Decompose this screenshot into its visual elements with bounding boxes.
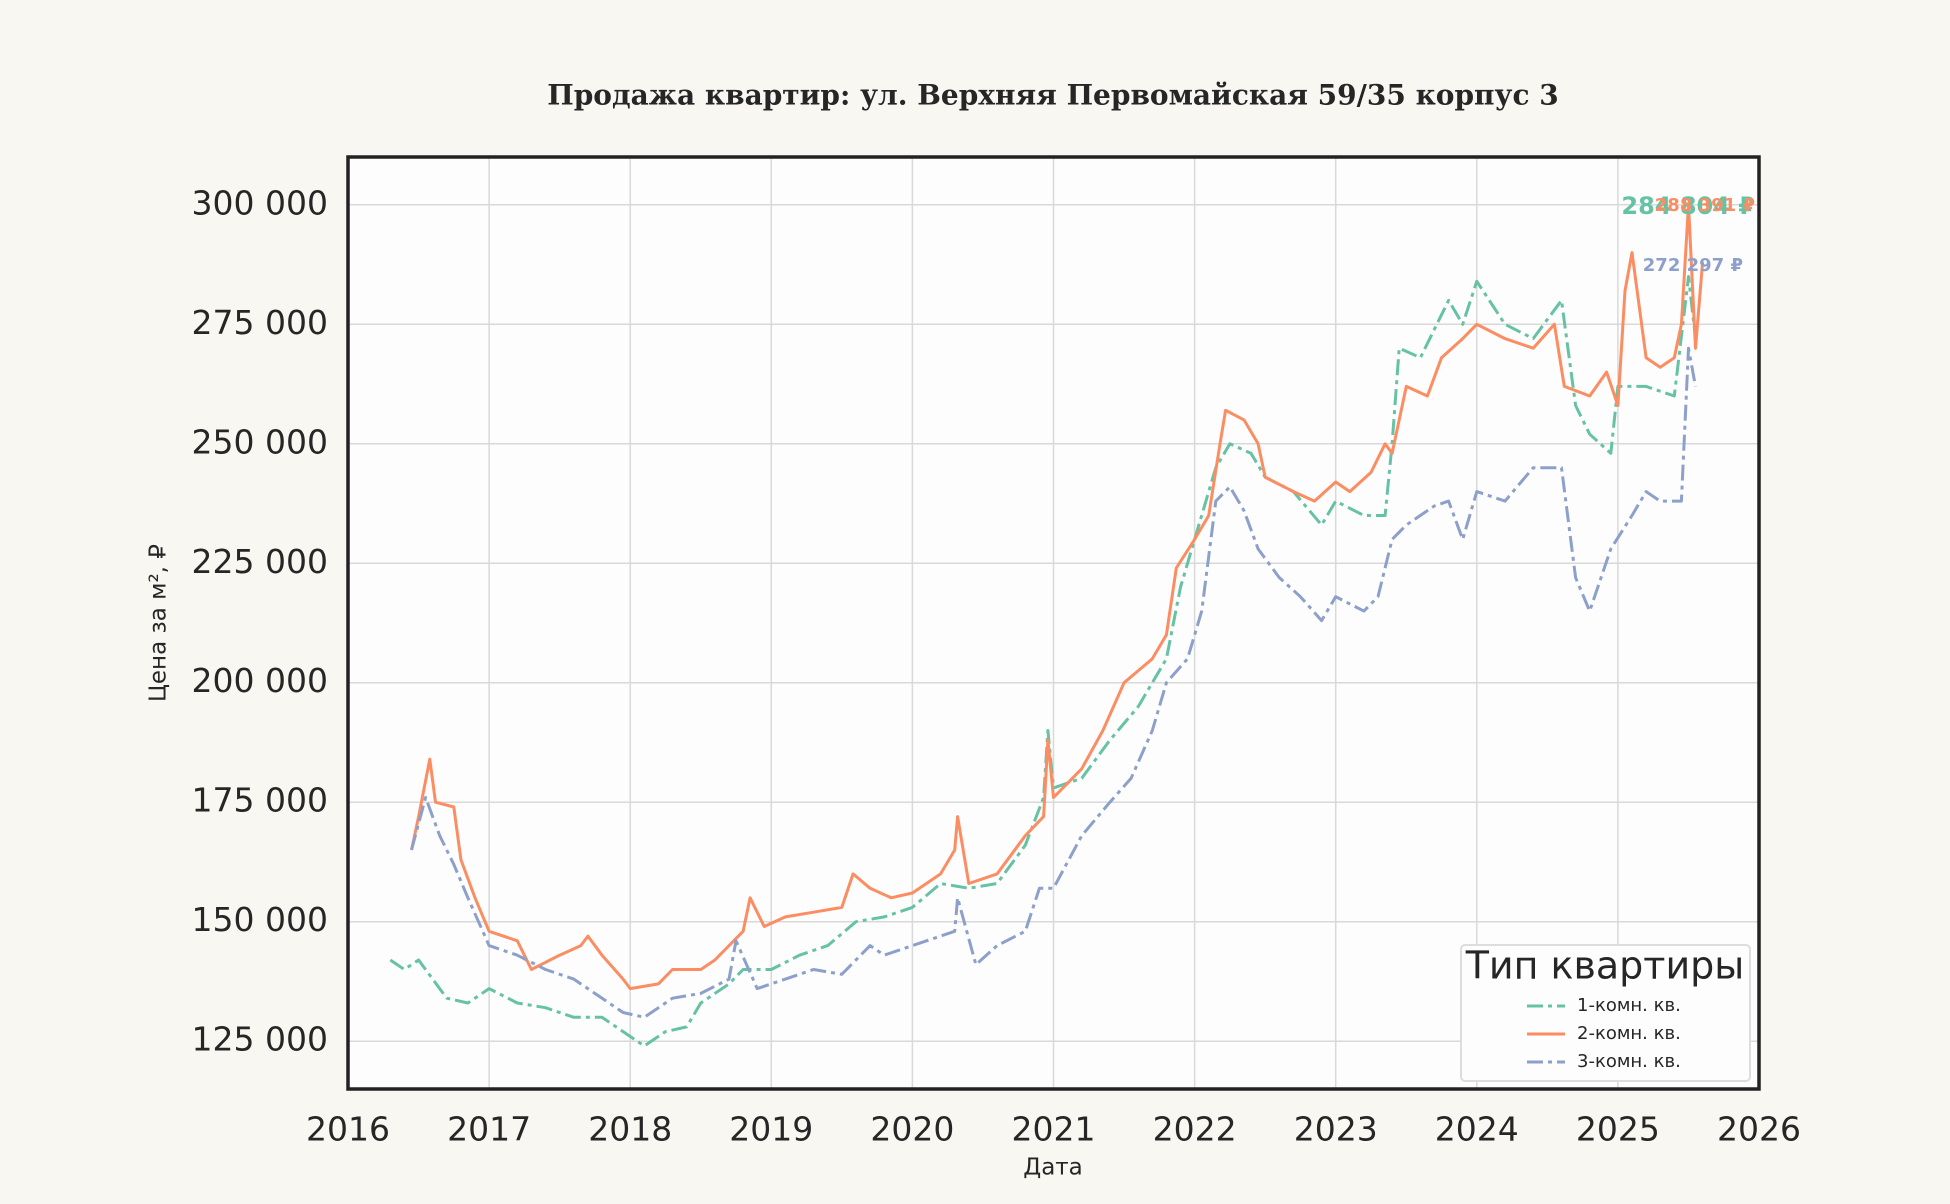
legend-box: [1460, 944, 1751, 1082]
y-tick-label: 275 000: [192, 303, 328, 342]
end-label: 272 297 ₽: [1643, 255, 1743, 276]
y-tick-label: 175 000: [192, 781, 328, 820]
y-tick-label: 300 000: [192, 183, 328, 222]
x-tick-label: 2017: [447, 1110, 531, 1149]
x-tick-label: 2016: [306, 1110, 390, 1149]
y-tick-label: 125 000: [192, 1020, 328, 1059]
y-axis-label: Цена за м², ₽: [146, 544, 172, 702]
x-tick-label: 2019: [729, 1110, 813, 1149]
x-axis-label: Дата: [1023, 1155, 1083, 1181]
legend-title: Тип квартиры: [1465, 944, 1745, 988]
x-tick-label: 2026: [1717, 1110, 1801, 1149]
legend-label: 2-комн. кв.: [1577, 1023, 1681, 1044]
end-label: 288 391 ₽: [1655, 195, 1755, 216]
x-tick-label: 2018: [588, 1110, 672, 1149]
plot-border: [346, 155, 1761, 1091]
legend-label: 3-комн. кв.: [1577, 1051, 1681, 1072]
legend: Тип квартиры 1-комн. кв. 2-комн. кв. 3-ком…: [1460, 944, 1751, 1082]
y-tick-label: 250 000: [192, 422, 328, 461]
x-tick-label: 2023: [1294, 1110, 1378, 1149]
legend-label: 1-комн. кв.: [1577, 995, 1681, 1016]
x-tick-label: 2022: [1153, 1110, 1237, 1149]
y-tick-label: 200 000: [192, 661, 328, 700]
x-tick-label: 2025: [1576, 1110, 1660, 1149]
series-line: [410, 346, 1697, 1019]
series-line: [410, 203, 1705, 991]
chart-title: Продажа квартир: ул. Верхняя Первомайска…: [547, 79, 1559, 112]
x-tick-label: 2021: [1012, 1110, 1096, 1149]
x-tick-label: 2020: [870, 1110, 954, 1149]
end-label: 284 804 ₽: [1621, 192, 1755, 220]
y-tick-label: 225 000: [192, 542, 328, 581]
y-tick-label: 150 000: [192, 900, 328, 939]
x-tick-label: 2024: [1435, 1110, 1519, 1149]
series-line: [389, 275, 1697, 1048]
lines: [389, 203, 1705, 1048]
